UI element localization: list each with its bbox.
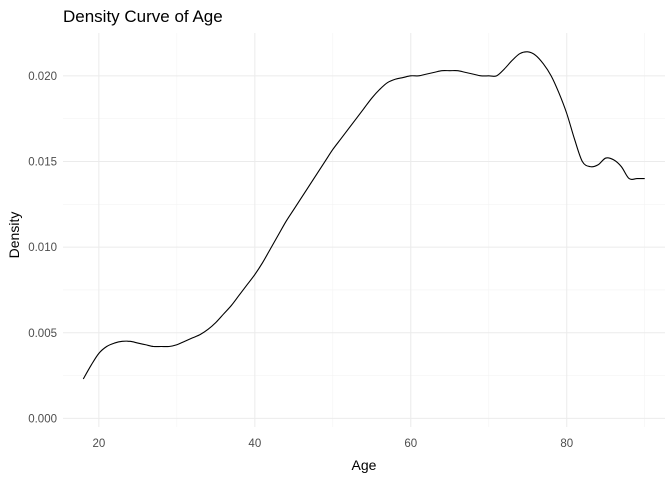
y-axis-ticks: 0.000 0.005 0.010 0.015 0.020 <box>28 71 57 426</box>
y-tick-label: 0.000 <box>28 413 57 425</box>
curve-layer <box>82 51 645 380</box>
y-tick-label: 0.020 <box>28 71 57 83</box>
y-tick-label: 0.015 <box>28 156 57 168</box>
y-axis-title: Density <box>6 212 22 259</box>
chart-title: Density Curve of Age <box>63 7 223 26</box>
x-tick-label: 60 <box>404 438 417 450</box>
x-tick-label: 80 <box>560 438 573 450</box>
x-axis-title: Age <box>352 457 377 473</box>
grid-layer <box>63 33 665 427</box>
y-tick-label: 0.005 <box>28 328 57 340</box>
x-tick-label: 40 <box>248 438 261 450</box>
y-tick-label: 0.010 <box>28 242 57 254</box>
x-axis-ticks: 20 40 60 80 <box>92 438 573 450</box>
x-tick-label: 20 <box>92 438 105 450</box>
density-curve-line <box>82 51 645 380</box>
